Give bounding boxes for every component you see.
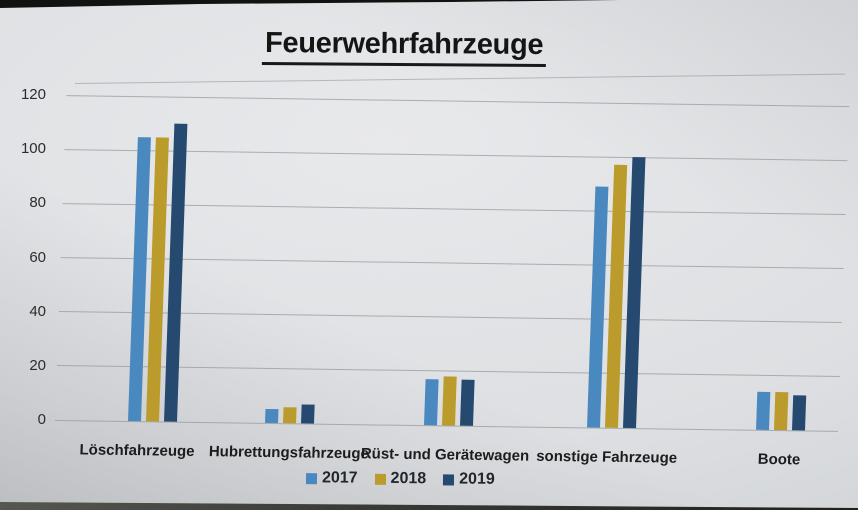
bar-2017-3 [587, 186, 609, 428]
y-axis-labels: 0 20 40 60 80 100 120 [0, 0, 46, 508]
legend-swatch-2019 [443, 473, 455, 485]
bar-2018-1 [283, 406, 297, 424]
legend-label-2018: 2018 [390, 469, 427, 488]
legend-swatch-2018 [374, 473, 386, 485]
category-label-0: Löschfahrzeuge [79, 441, 195, 460]
gridline-120 [66, 94, 850, 107]
bar-2019-2 [459, 379, 475, 426]
y-tick-label-60: 60 [29, 248, 46, 266]
y-tick-label-100: 100 [20, 140, 46, 158]
y-tick-label-0: 0 [37, 411, 46, 428]
category-label-2: Rüst- und Gerätewagen [360, 445, 530, 465]
y-tick-label-120: 120 [20, 86, 46, 103]
bar-2018-4 [773, 392, 788, 431]
category-label-4: Boote [757, 450, 801, 469]
legend-item-2018: 2018 [374, 469, 427, 488]
legend-item-2019: 2019 [443, 470, 495, 488]
bar-2017-1 [265, 409, 279, 424]
y-tick-label-20: 20 [29, 356, 46, 374]
category-label-3: sonstige Fahrzeuge [535, 447, 678, 467]
bar-2017-4 [755, 391, 770, 430]
legend-item-2017: 2017 [305, 469, 358, 487]
y-tick-label-40: 40 [29, 302, 46, 320]
legend-label-2017: 2017 [321, 469, 358, 487]
legend-swatch-2017 [305, 472, 318, 484]
bar-2019-4 [791, 395, 806, 431]
legend: 2017 2018 2019 [305, 469, 495, 489]
bar-2019-1 [301, 404, 316, 424]
legend-label-2019: 2019 [459, 470, 495, 488]
category-label-1: Hubrettungsfahrzeuge [208, 443, 370, 463]
y-tick-label-80: 80 [29, 194, 46, 212]
bar-2019-3 [623, 157, 646, 429]
bar-2018-2 [441, 376, 457, 426]
bar-2017-2 [423, 379, 439, 426]
